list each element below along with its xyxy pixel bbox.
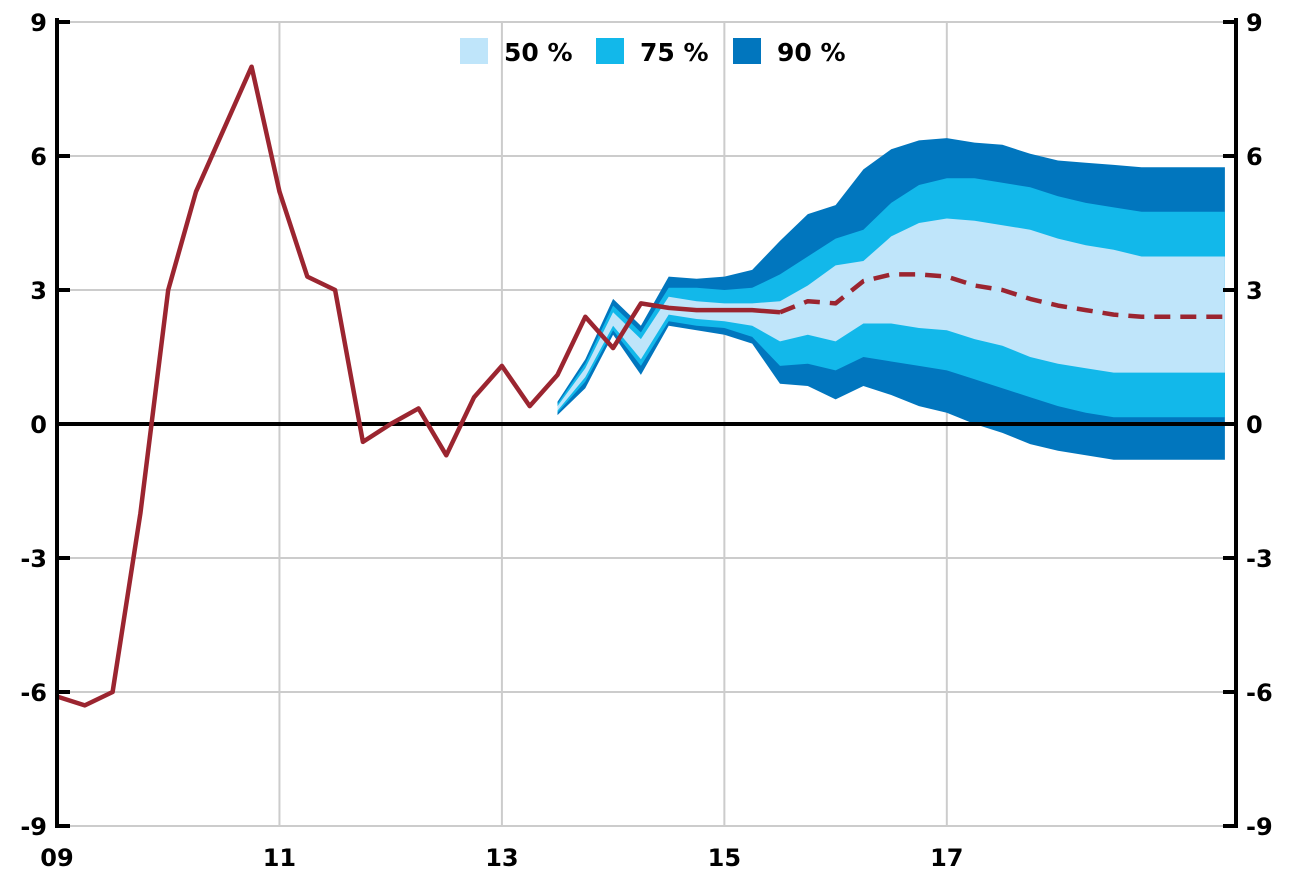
series-lines [56,64,1225,708]
y-tick-label-left: -9 [20,813,47,841]
legend-swatch [733,38,761,64]
y-tick-label-left: 9 [30,9,47,37]
forecast-line [779,272,1225,320]
y-tick-label-right: 6 [1246,143,1263,171]
legend-swatch [596,38,624,64]
y-tick-label-right: 9 [1246,9,1263,37]
grid-lines [57,21,1236,827]
legend-label: 50 % [504,38,573,67]
legend-label: 75 % [640,38,709,67]
tick-labels: -9 -9 -6 -6 -3 -3 0 0 3 3 6 6 9 9 09 11 13 15 17 [20,9,1272,872]
legend-swatch [460,38,488,64]
y-tick-label-right: -9 [1246,813,1273,841]
actual-line [56,64,781,708]
band-50 [557,218,1225,411]
y-tick-label-right: -3 [1246,545,1273,573]
x-tick-label: 11 [263,844,296,872]
y-tick-label-left: -3 [20,545,47,573]
x-tick-label: 13 [485,844,518,872]
y-tick-label-left: 6 [30,143,47,171]
legend: 50 % 75 % 90 % [460,38,846,67]
y-tick-label-left: 3 [30,277,47,305]
y-tick-label-right: 0 [1246,411,1263,439]
y-tick-label-left: 0 [30,411,47,439]
y-tick-label-left: -6 [20,679,47,707]
axes [55,18,1238,828]
legend-label: 90 % [777,38,846,67]
x-tick-label: 15 [708,844,741,872]
x-tick-label: 09 [40,844,73,872]
y-tick-label-right: 3 [1246,277,1263,305]
confidence-bands [557,138,1225,460]
x-tick-label: 17 [930,844,963,872]
y-tick-label-right: -6 [1246,679,1273,707]
